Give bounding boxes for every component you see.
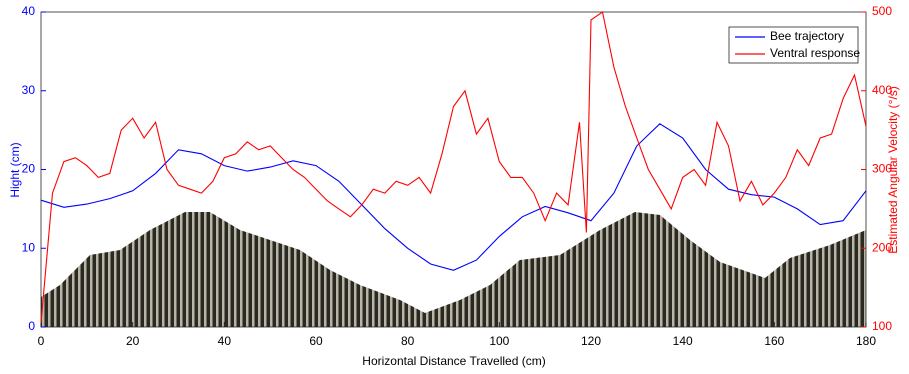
x-tick-label: 180	[856, 334, 876, 348]
y-tick-label: 40	[22, 4, 36, 18]
legend-label: Ventral response	[770, 46, 860, 60]
y2-tick-label: 300	[872, 162, 892, 176]
series-line	[40, 123, 867, 271]
y2-tick-label: 100	[872, 319, 892, 333]
x-tick-label: 20	[126, 334, 140, 348]
legend-box	[728, 26, 859, 64]
x-tick-label: 140	[673, 334, 693, 348]
legend-label: Bee trajectory	[770, 29, 844, 43]
y2-tick-label: 200	[872, 240, 892, 254]
x-tick-label: 80	[401, 334, 415, 348]
y-tick-label: 30	[22, 83, 36, 97]
y2-tick-label: 400	[872, 83, 892, 97]
x-tick-label: 160	[764, 334, 784, 348]
y2-axis-label: Estimated Angular Velocity (°/s)	[886, 86, 900, 254]
y-tick-label: 10	[22, 240, 36, 254]
x-axis-label: Horizontal Distance Travelled (cm)	[362, 354, 545, 368]
y-tick-label: 0	[28, 319, 35, 333]
x-tick-label: 60	[309, 334, 323, 348]
terrain-image	[41, 212, 866, 327]
x-tick-label: 0	[38, 334, 45, 348]
y2-tick-label: 500	[872, 4, 892, 18]
series-line	[40, 11, 867, 324]
legend	[728, 26, 859, 64]
x-tick-label: 120	[581, 334, 601, 348]
y-axis-label: Hight (cm)	[8, 142, 22, 197]
x-tick-label: 100	[489, 334, 509, 348]
x-tick-label: 40	[218, 334, 232, 348]
y-tick-label: 20	[22, 162, 36, 176]
